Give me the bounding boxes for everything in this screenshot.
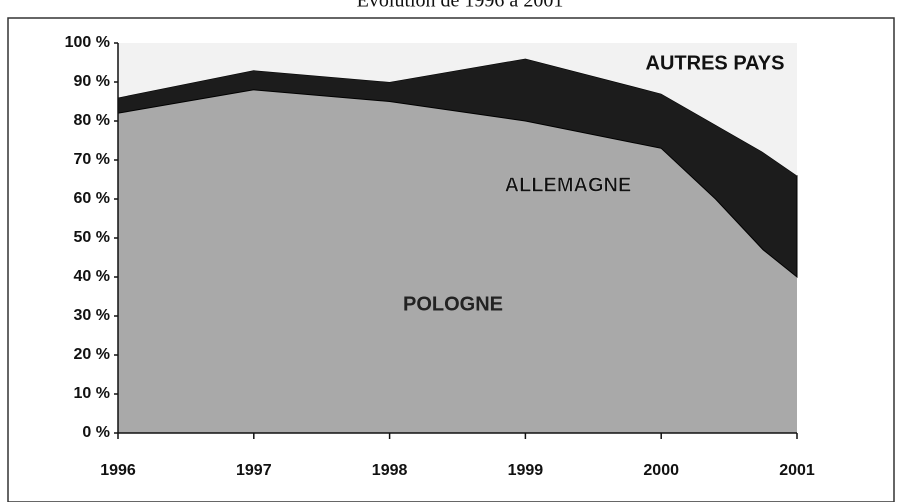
x-tick-label: 2001 <box>779 462 815 479</box>
series-label: AUTRES PAYS <box>646 52 785 74</box>
y-tick-label: 30 % <box>74 307 110 324</box>
y-tick-label: 90 % <box>74 73 110 90</box>
area <box>118 89 797 434</box>
y-tick-label: 40 % <box>74 268 110 285</box>
y-tick-label: 100 % <box>65 34 110 51</box>
area <box>118 43 797 176</box>
y-tick-label: 60 % <box>74 190 110 207</box>
x-tick-label: 2000 <box>643 462 679 479</box>
x-tick-label: 1996 <box>100 462 136 479</box>
y-tick-label: 10 % <box>74 385 110 402</box>
chart-title: Évolution de 1996 à 2001 <box>357 0 564 12</box>
series-label: ALLEMAGNE <box>505 174 632 196</box>
x-tick-label: 1997 <box>236 462 272 479</box>
x-tick-label: 1999 <box>508 462 544 479</box>
frame <box>7 17 895 502</box>
y-tick-label: 80 % <box>74 112 110 129</box>
x-tick-label: 1998 <box>372 462 408 479</box>
y-tick-label: 70 % <box>74 151 110 168</box>
y-tick-label: 50 % <box>74 229 110 246</box>
y-tick-label: 20 % <box>74 346 110 363</box>
series-label: POLOGNE <box>403 293 503 315</box>
y-tick-label: 0 % <box>82 424 110 441</box>
